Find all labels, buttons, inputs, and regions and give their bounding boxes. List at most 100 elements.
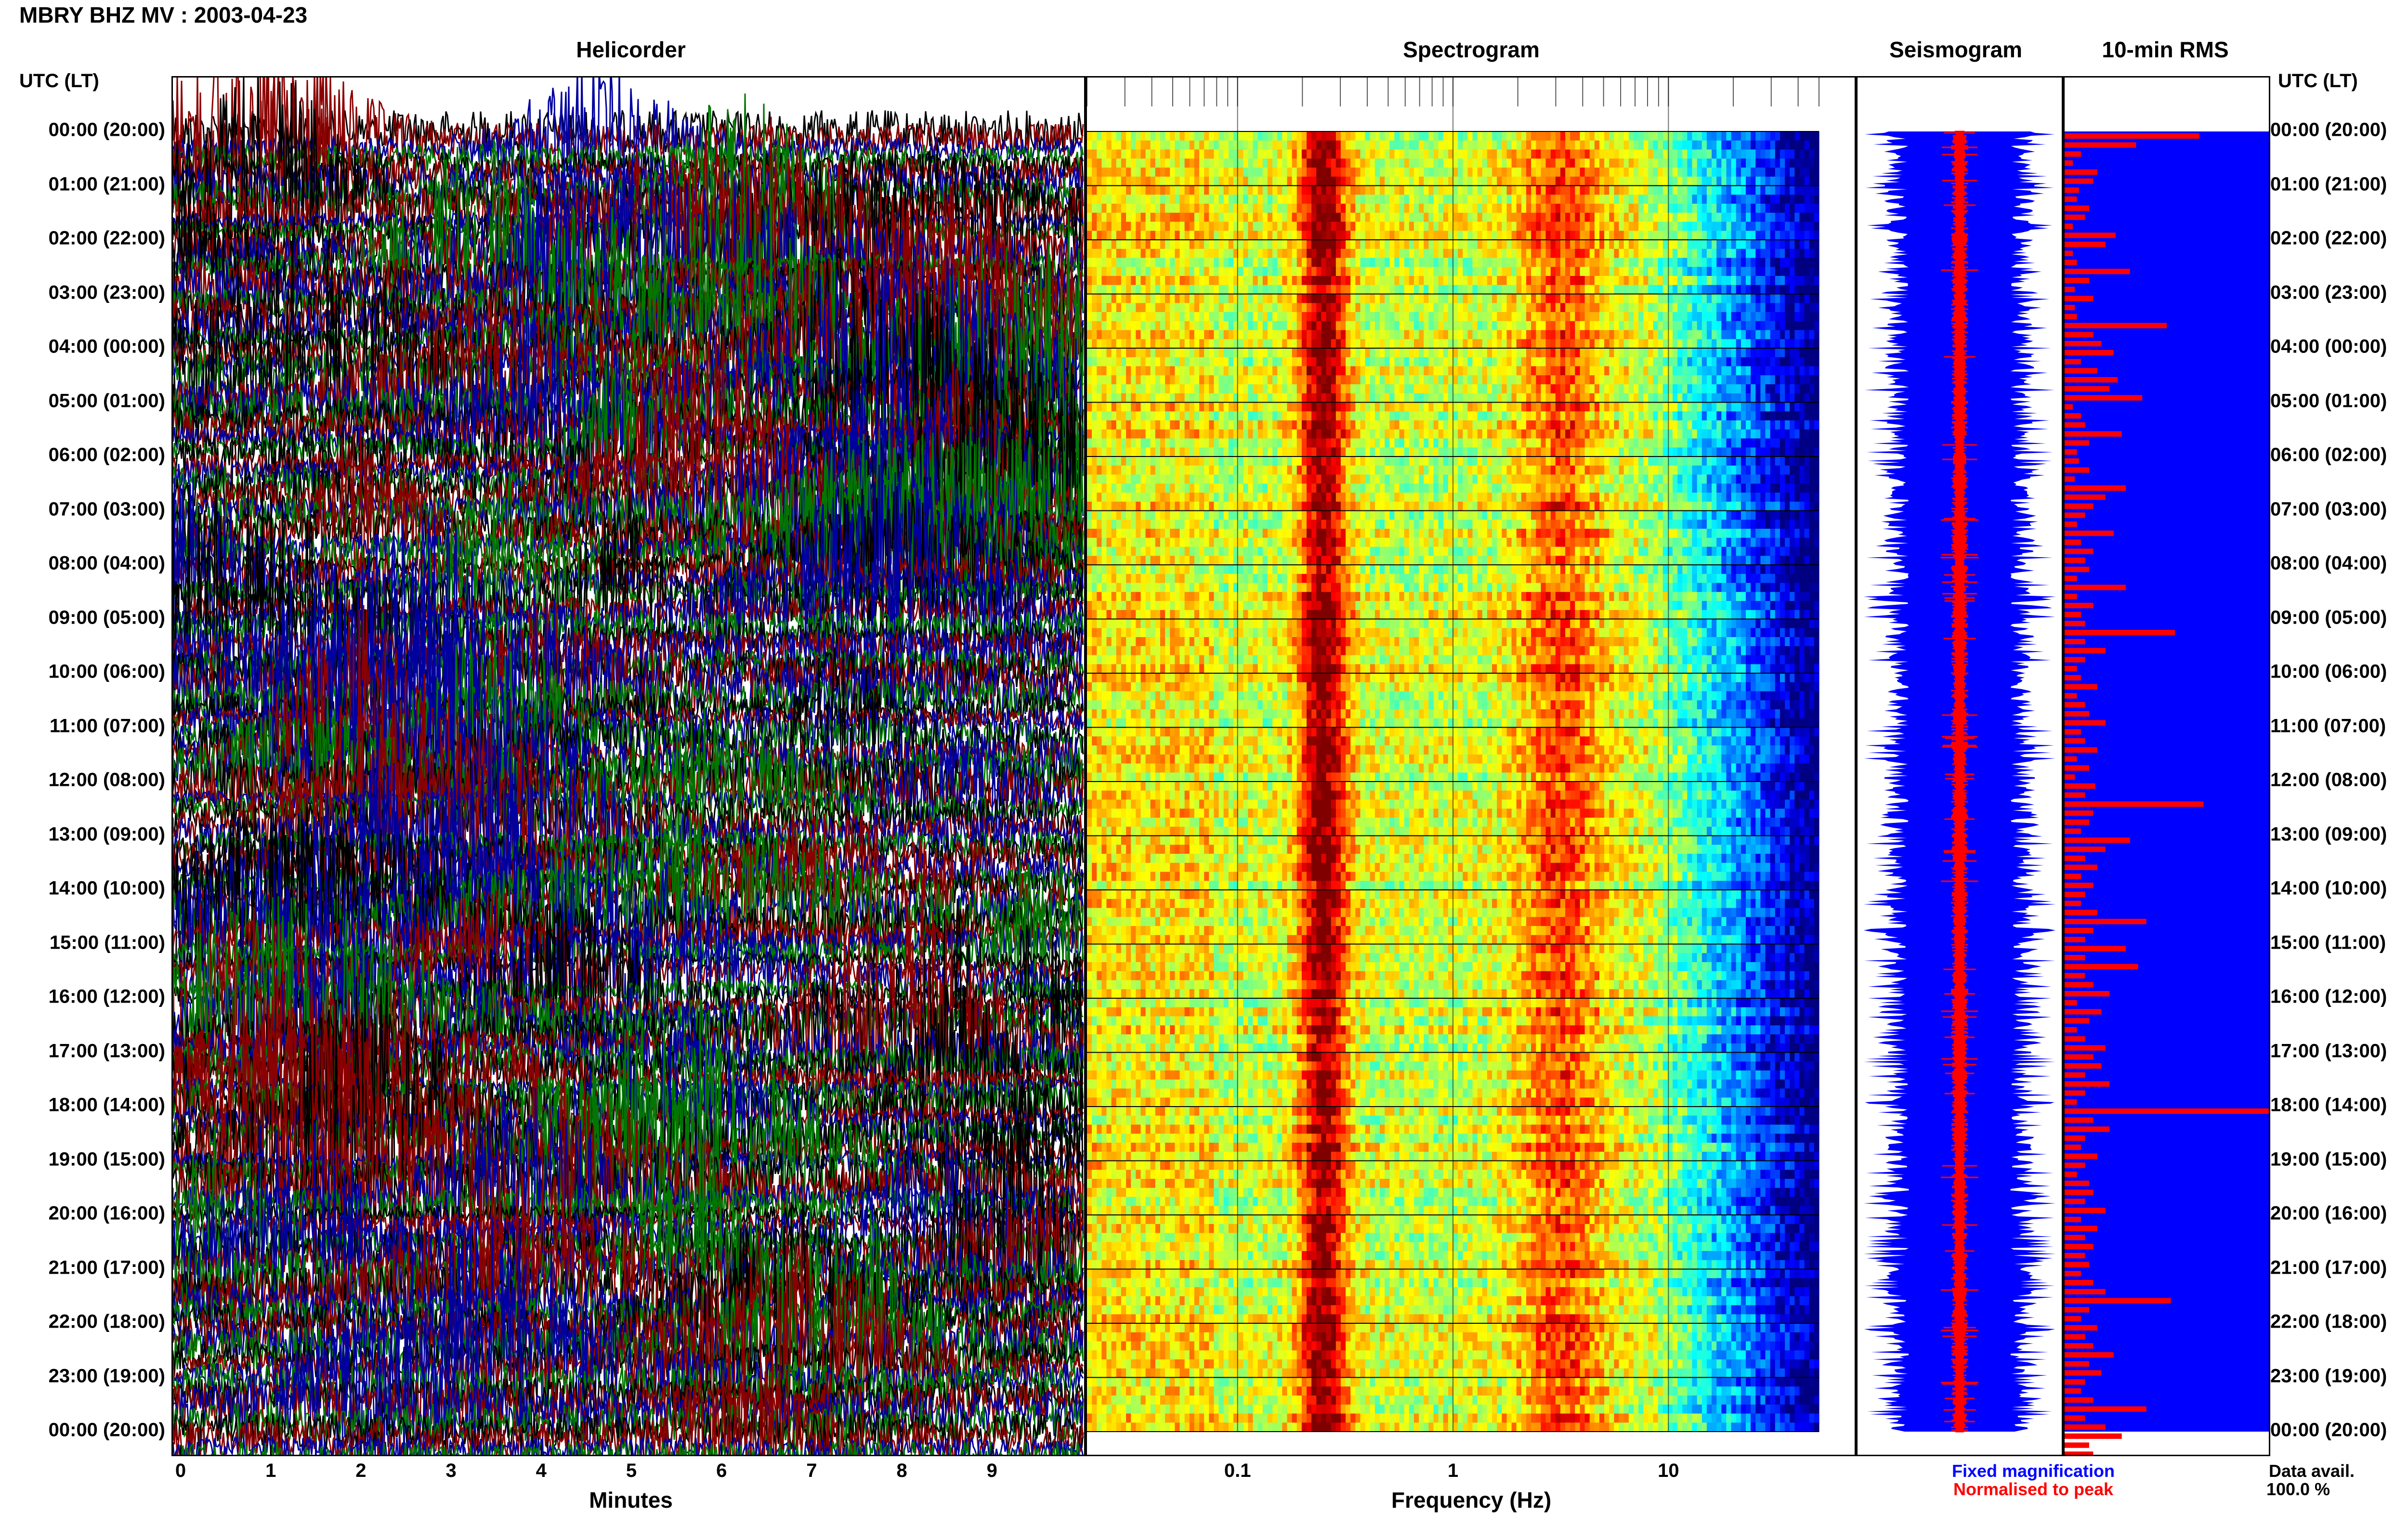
spectrogram-cell: [1229, 285, 1234, 294]
spectrogram-cell: [1346, 312, 1351, 321]
spectrogram-cell: [1478, 158, 1483, 168]
spectrogram-cell: [1565, 204, 1570, 213]
spectrogram-cell: [1272, 177, 1278, 186]
spectrogram-cell: [1414, 366, 1419, 376]
spectrogram-cell: [1458, 258, 1463, 267]
spectrogram-cell: [1414, 411, 1419, 420]
spectrogram-cell: [1556, 204, 1561, 213]
spectrogram-cell: [1609, 339, 1614, 348]
spectrogram-cell: [1697, 240, 1702, 249]
spectrogram-cell: [1370, 384, 1375, 393]
spectrogram-cell: [1385, 186, 1390, 195]
spectrogram-cell: [1258, 168, 1263, 177]
spectrogram-cell: [1755, 321, 1761, 330]
spectrogram-cell: [1770, 384, 1776, 393]
spectrogram-cell: [1585, 403, 1590, 412]
spectrogram-cell: [1297, 150, 1302, 159]
spectrogram-cell: [1526, 303, 1531, 312]
spectrogram-cell: [1497, 177, 1502, 186]
spectrogram-cell: [1170, 240, 1175, 249]
spectrogram-cell: [1355, 131, 1361, 141]
spectrogram-cell: [1434, 312, 1439, 321]
spectrogram-cell: [1716, 240, 1722, 249]
spectrogram-cell: [1736, 384, 1741, 393]
spectrogram-cell: [1385, 348, 1390, 357]
spectrogram-cell: [1321, 240, 1326, 249]
spectrogram-cell: [1809, 222, 1815, 231]
spectrogram-cell: [1209, 240, 1214, 249]
spectrogram-cell: [1453, 131, 1458, 141]
hour-label: 16:00 (12:00): [49, 986, 165, 1008]
spectrogram-cell: [1350, 249, 1356, 258]
spectrogram-cell: [1521, 276, 1527, 285]
spectrogram-cell: [1136, 195, 1141, 204]
spectrogram-cell: [1570, 312, 1575, 321]
spectrogram-cell: [1755, 348, 1761, 357]
spectrogram-cell: [1165, 168, 1170, 177]
spectrogram-cell: [1766, 141, 1771, 150]
spectrogram-cell: [1243, 141, 1248, 150]
spectrogram-cell: [1809, 339, 1815, 348]
spectrogram-cell: [1673, 330, 1678, 339]
spectrogram-cell: [1663, 186, 1668, 195]
spectrogram-cell: [1677, 348, 1683, 357]
spectrogram-cell: [1394, 330, 1400, 339]
spectrogram-cell: [1419, 285, 1424, 294]
spectrogram-cell: [1760, 213, 1766, 222]
spectrogram-cell: [1170, 267, 1175, 276]
spectrogram-cell: [1595, 258, 1600, 267]
spectrogram-cell: [1751, 393, 1756, 403]
spectrogram-cell: [1141, 366, 1146, 376]
spectrogram-cell: [1634, 393, 1639, 403]
spectrogram-cell: [1487, 204, 1492, 213]
spectrogram-cell: [1634, 150, 1639, 159]
spectrogram-cell: [1814, 195, 1819, 204]
spectrogram-cell: [1350, 141, 1356, 150]
spectrogram-cell: [1790, 303, 1795, 312]
spectrogram-cell: [1697, 131, 1702, 141]
spectrogram-cell: [1521, 366, 1527, 376]
spectrogram-cell: [1160, 131, 1165, 141]
spectrogram-cell: [1107, 312, 1112, 321]
spectrogram-cell: [1780, 249, 1785, 258]
spectrogram-cell: [1121, 267, 1126, 276]
spectrogram-cell: [1277, 348, 1283, 357]
spectrogram-cell: [1400, 285, 1405, 294]
spectrogram-cell: [1473, 267, 1478, 276]
spectrogram-cell: [1556, 258, 1561, 267]
spectrogram-cell: [1766, 366, 1771, 376]
spectrogram-cell: [1590, 168, 1595, 177]
spectrogram-cell: [1229, 158, 1234, 168]
spectrogram-cell: [1619, 177, 1624, 186]
spectrogram-cell: [1302, 411, 1307, 420]
spectrogram-cell: [1087, 258, 1092, 267]
spectrogram-cell: [1258, 267, 1263, 276]
spectrogram-cell: [1141, 240, 1146, 249]
spectrogram-cell: [1434, 249, 1439, 258]
spectrogram-cell: [1458, 411, 1463, 420]
spectrogram-cell: [1643, 177, 1649, 186]
spectrogram-cell: [1321, 195, 1326, 204]
spectrogram-cell: [1473, 150, 1478, 159]
spectrogram-cell: [1346, 411, 1351, 420]
spectrogram-cell: [1751, 231, 1756, 240]
spectrogram-cell: [1785, 195, 1790, 204]
spectrogram-cell: [1219, 204, 1224, 213]
spectrogram-cell: [1336, 384, 1341, 393]
spectrogram-cell: [1546, 312, 1551, 321]
spectrogram-cell: [1785, 303, 1790, 312]
spectrogram-cell: [1794, 204, 1800, 213]
spectrogram-cell: [1453, 222, 1458, 231]
spectrogram-cell: [1214, 267, 1219, 276]
spectrogram-cell: [1687, 131, 1692, 141]
spectrogram-cell: [1458, 141, 1463, 150]
spectrogram-cell: [1097, 258, 1102, 267]
spectrogram-cell: [1136, 303, 1141, 312]
spectrogram-cell: [1316, 150, 1322, 159]
spectrogram-cell: [1248, 213, 1253, 222]
spectrogram-cell: [1209, 150, 1214, 159]
spectrogram-cell: [1151, 384, 1156, 393]
spectrogram-cell: [1595, 158, 1600, 168]
spectrogram-cell: [1199, 258, 1204, 267]
spectrogram-cell: [1287, 222, 1293, 231]
